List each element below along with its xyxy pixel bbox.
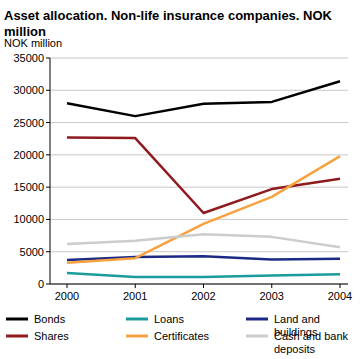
x-tick-label: 2004	[328, 290, 352, 302]
legend-swatch	[126, 318, 148, 321]
y-tick	[46, 187, 50, 188]
y-tick	[46, 219, 50, 220]
y-axis	[50, 58, 51, 284]
x-tick	[271, 284, 272, 288]
y-tick-label: 25000	[13, 117, 44, 129]
title: Asset allocation. Non-life insurance com…	[4, 8, 333, 39]
legend-label: Bonds	[34, 313, 66, 325]
chart: Asset allocation. Non-life insurance com…	[0, 0, 363, 359]
x-tick	[340, 284, 341, 288]
legend-swatch	[6, 335, 28, 338]
grid-line	[50, 90, 348, 91]
series-line	[67, 234, 340, 247]
y-tick-label: 0	[38, 278, 44, 290]
y-tick-label: 5000	[20, 246, 44, 258]
grid-line	[50, 251, 348, 252]
y-tick	[46, 122, 50, 123]
series-line	[67, 156, 340, 263]
grid-line	[50, 58, 348, 59]
x-tick	[67, 284, 68, 288]
series-line	[67, 81, 340, 116]
legend-swatch	[246, 318, 268, 321]
text-line: Cash and bank	[274, 330, 348, 342]
text-line: Land and	[274, 313, 320, 325]
grid-line	[50, 154, 348, 155]
grid-line	[50, 187, 348, 188]
x-tick-label: 2001	[123, 290, 147, 302]
y-tick-label: 30000	[13, 84, 44, 96]
y-tick-label: 35000	[13, 52, 44, 64]
legend-label: Loans	[154, 313, 184, 325]
y-tick-label: 10000	[13, 213, 44, 225]
series-line	[67, 137, 340, 213]
y-tick	[46, 284, 50, 285]
x-tick	[203, 284, 204, 288]
text-line: Asset allocation. Non-life insurance com…	[4, 8, 333, 23]
legend-swatch	[246, 335, 268, 338]
y-tick	[46, 90, 50, 91]
legend-swatch	[6, 318, 28, 321]
plot-area	[67, 81, 340, 277]
text-line: Bonds	[34, 313, 66, 325]
series-line	[67, 273, 340, 277]
text-line: Certificates	[154, 330, 210, 342]
x-tick	[135, 284, 136, 288]
text-line: Shares	[34, 330, 69, 342]
legend-label: Shares	[34, 330, 69, 342]
legend-label: Certificates	[154, 330, 210, 342]
x-axis	[50, 284, 348, 285]
text-line: deposits	[274, 343, 315, 355]
x-tick-label: 2000	[55, 290, 79, 302]
x-tick-label: 2002	[191, 290, 215, 302]
y-tick-label: 20000	[13, 149, 44, 161]
y-tick	[46, 251, 50, 252]
text-line: Loans	[154, 313, 184, 325]
y-tick	[46, 58, 50, 59]
legend-swatch	[126, 335, 148, 338]
x-tick-label: 2003	[260, 290, 284, 302]
y-tick	[46, 154, 50, 155]
grid-line	[50, 122, 348, 123]
grid-line	[50, 219, 348, 220]
y-axis-label: NOK million	[4, 37, 62, 49]
legend-label: Cash and bankdeposits	[274, 330, 348, 355]
grid-line	[50, 284, 348, 285]
y-tick-label: 15000	[13, 181, 44, 193]
